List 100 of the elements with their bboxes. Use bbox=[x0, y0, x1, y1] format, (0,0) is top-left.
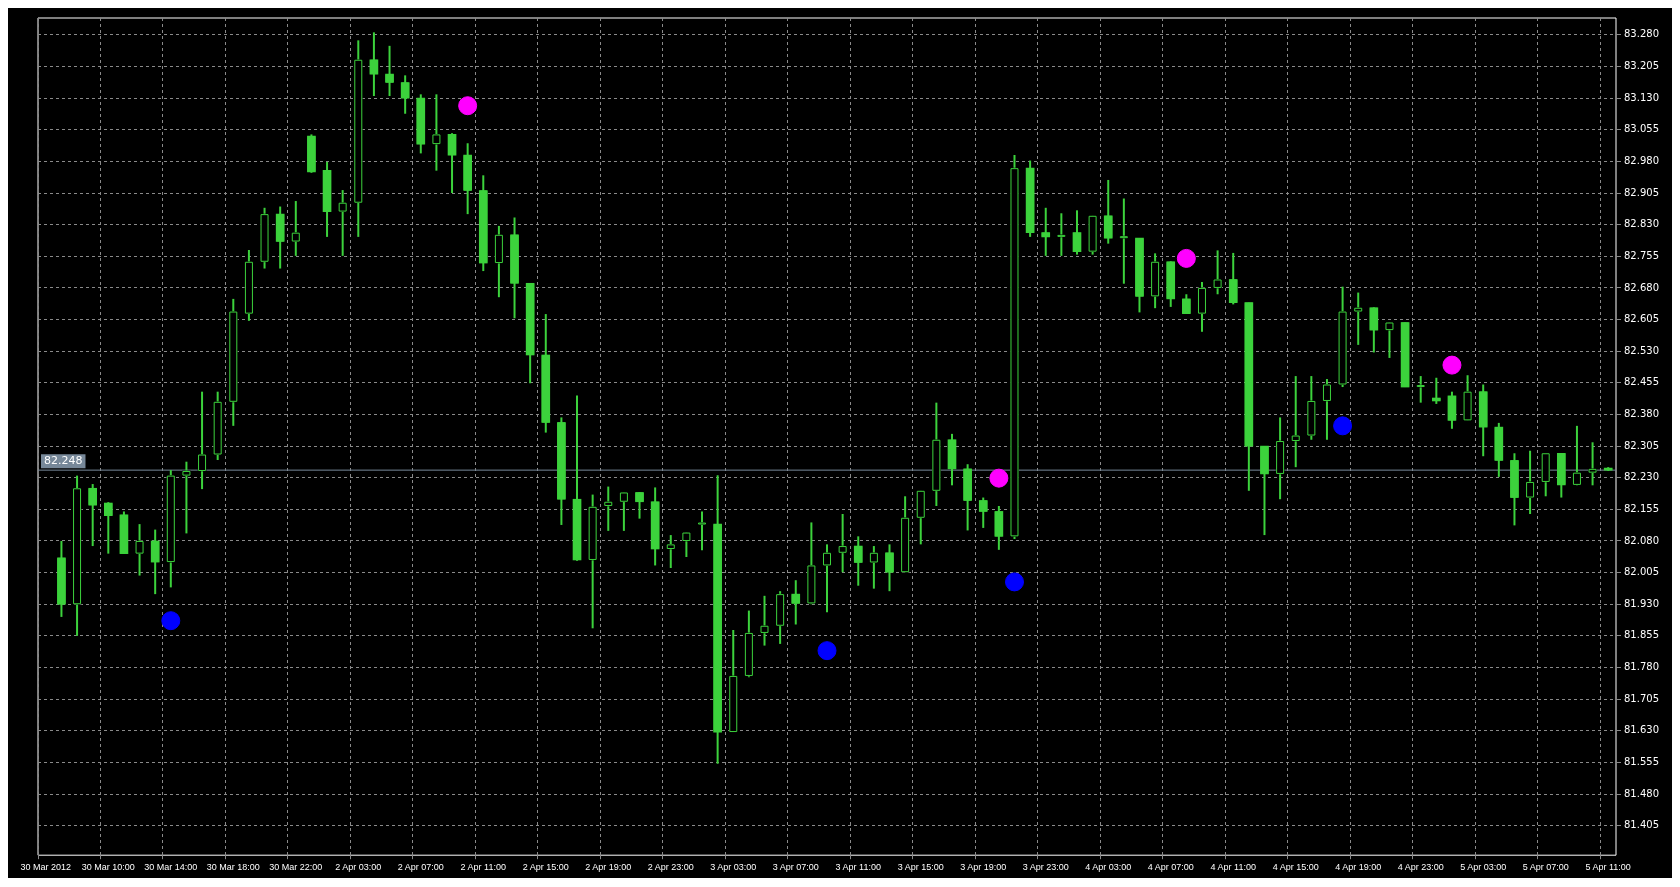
candlestick bbox=[791, 579, 801, 626]
candlestick bbox=[1150, 252, 1160, 310]
y-tick-label: 82.755 bbox=[1624, 249, 1660, 261]
point bbox=[1176, 248, 1196, 268]
candlestick bbox=[619, 491, 629, 532]
y-tick-label: 83.055 bbox=[1624, 123, 1660, 135]
x-tick-label: 2 Apr 19:00 bbox=[585, 862, 632, 873]
candlestick bbox=[807, 521, 816, 606]
x-tick-label: 5 Apr 07:00 bbox=[1522, 862, 1569, 873]
candlestick bbox=[1166, 260, 1176, 308]
candlestick bbox=[525, 282, 535, 385]
candlestick bbox=[1088, 214, 1097, 256]
candlestick bbox=[541, 313, 551, 434]
candlestick bbox=[838, 512, 847, 574]
candlestick bbox=[1057, 212, 1066, 257]
candlestick bbox=[978, 496, 988, 529]
candlestick bbox=[1072, 209, 1082, 256]
point bbox=[1004, 572, 1024, 592]
x-tick-label: 4 Apr 03:00 bbox=[1085, 862, 1132, 873]
candlestick bbox=[557, 416, 566, 526]
candlestick bbox=[400, 74, 410, 115]
candlestick bbox=[1213, 249, 1222, 296]
candlestick bbox=[1322, 378, 1332, 441]
candlestick bbox=[697, 510, 707, 552]
candlestick bbox=[885, 543, 894, 593]
candlestick bbox=[228, 297, 238, 427]
point bbox=[1442, 355, 1462, 375]
point bbox=[161, 611, 181, 631]
candlestick bbox=[963, 463, 972, 532]
x-tick-label: 2 Apr 07:00 bbox=[397, 862, 444, 873]
candlestick bbox=[666, 534, 676, 569]
y-tick-label: 81.480 bbox=[1624, 787, 1660, 799]
x-tick-label: 4 Apr 23:00 bbox=[1397, 862, 1444, 873]
y-tick-label: 82.230 bbox=[1624, 471, 1660, 483]
x-tick-label: 3 Apr 11:00 bbox=[835, 862, 881, 873]
x-tick-label: 30 Mar 2012 bbox=[20, 862, 72, 873]
candlestick bbox=[1244, 301, 1254, 492]
candlestick bbox=[88, 483, 98, 548]
y-tick-label: 82.455 bbox=[1624, 376, 1660, 388]
y-tick-label: 81.555 bbox=[1624, 756, 1660, 768]
candlestick bbox=[1228, 251, 1238, 306]
point bbox=[1333, 416, 1353, 436]
candlestick bbox=[244, 248, 254, 322]
candlestick bbox=[1588, 441, 1597, 487]
candlestick bbox=[1338, 285, 1347, 389]
candlestick bbox=[760, 594, 769, 647]
candlestick bbox=[1447, 390, 1457, 430]
candlestick bbox=[385, 44, 394, 98]
candlestick bbox=[572, 394, 582, 562]
candlestick bbox=[1307, 375, 1316, 441]
candlestick bbox=[322, 160, 332, 238]
y-tick-label: 82.305 bbox=[1624, 439, 1660, 451]
x-tick-label: 30 Mar 22:00 bbox=[269, 862, 323, 873]
y-tick-label: 82.380 bbox=[1624, 408, 1660, 420]
candlestick bbox=[275, 205, 285, 270]
x-tick-label: 30 Mar 14:00 bbox=[144, 862, 198, 873]
candlestick bbox=[1494, 421, 1504, 478]
candlestick bbox=[1197, 281, 1207, 333]
candlestick bbox=[588, 493, 597, 630]
candlestick bbox=[1182, 293, 1191, 315]
candlestick bbox=[1135, 237, 1144, 314]
candlestick bbox=[1369, 306, 1379, 354]
x-tick-label: 30 Mar 18:00 bbox=[206, 862, 260, 873]
x-tick-label: 2 Apr 03:00 bbox=[335, 862, 382, 873]
candlestick bbox=[166, 469, 176, 589]
candlestick bbox=[1572, 424, 1582, 487]
candlestick bbox=[1525, 449, 1535, 515]
candlestick bbox=[1353, 291, 1363, 346]
candlestick bbox=[197, 390, 207, 491]
candlestick bbox=[1557, 452, 1566, 499]
x-tick-label: 5 Apr 11:00 bbox=[1585, 862, 1631, 873]
x-tick-label: 3 Apr 07:00 bbox=[772, 862, 819, 873]
candlestick bbox=[900, 495, 910, 574]
y-tick-label: 81.930 bbox=[1624, 597, 1660, 609]
y-tick-label: 82.905 bbox=[1624, 186, 1660, 198]
point bbox=[458, 96, 478, 116]
x-tick-label: 2 Apr 11:00 bbox=[460, 862, 506, 873]
y-tick-label: 82.530 bbox=[1624, 344, 1660, 356]
candlestick bbox=[1275, 416, 1285, 501]
y-tick-label: 83.280 bbox=[1624, 28, 1660, 40]
x-tick-label: 4 Apr 11:00 bbox=[1210, 862, 1256, 873]
candlestick bbox=[447, 132, 457, 195]
y-tick-label: 82.080 bbox=[1624, 534, 1660, 546]
candlestick bbox=[182, 460, 191, 535]
y-tick-label: 81.855 bbox=[1624, 629, 1660, 641]
candlestick bbox=[1416, 375, 1426, 404]
y-tick-label: 81.405 bbox=[1624, 819, 1660, 831]
candlestick bbox=[1478, 383, 1488, 458]
candlestick bbox=[932, 401, 941, 507]
x-tick-label: 4 Apr 15:00 bbox=[1272, 862, 1319, 873]
x-tick-label: 30 Mar 10:00 bbox=[81, 862, 135, 873]
point bbox=[817, 641, 837, 661]
candlestick bbox=[307, 133, 316, 174]
candlestick bbox=[728, 628, 738, 734]
x-tick-label: 3 Apr 23:00 bbox=[1022, 862, 1069, 873]
y-tick-label: 83.130 bbox=[1624, 91, 1660, 103]
candlestick bbox=[744, 609, 754, 679]
candlestick bbox=[1432, 376, 1441, 405]
candlestick bbox=[1103, 178, 1113, 245]
candlestick bbox=[1463, 374, 1472, 422]
